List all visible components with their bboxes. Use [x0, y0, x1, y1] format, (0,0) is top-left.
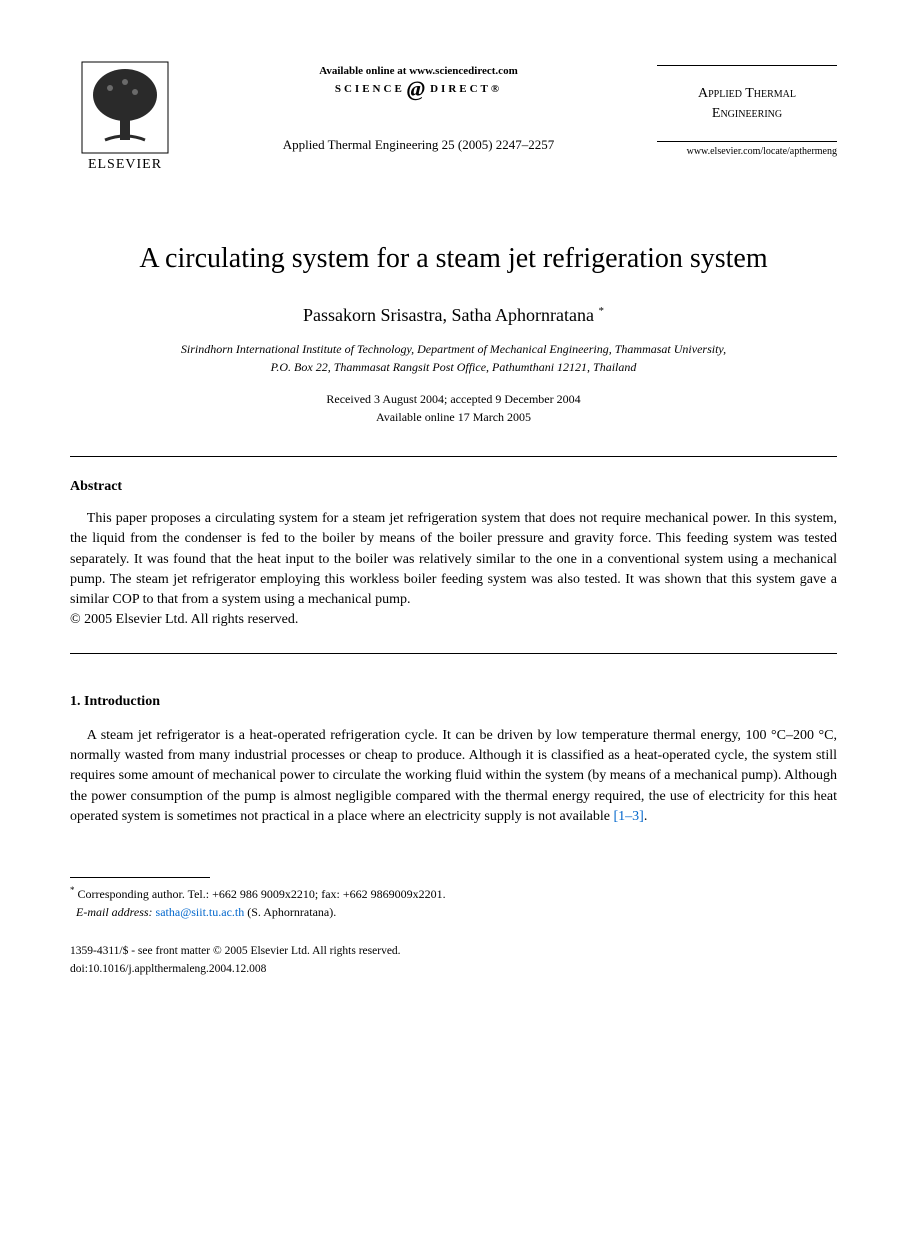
reference-link[interactable]: [1–3]	[613, 809, 643, 824]
authors: Passakorn Srisastra, Satha Aphornratana …	[70, 305, 837, 326]
intro-text-post: .	[644, 809, 648, 824]
journal-rule-bottom	[657, 141, 837, 142]
publisher-name: ELSEVIER	[88, 157, 162, 173]
sd-post: DIRECT®	[430, 83, 502, 95]
intro-paragraph: A steam jet refrigerator is a heat-opera…	[70, 726, 837, 827]
journal-name: Applied Thermal Engineering	[657, 84, 837, 123]
sd-pre: SCIENCE	[335, 83, 405, 95]
journal-url: www.elsevier.com/locate/apthermeng	[657, 146, 837, 157]
dates-line2: Available online 17 March 2005	[376, 410, 531, 424]
email-label: E-mail address:	[76, 905, 153, 919]
front-matter: 1359-4311/$ - see front matter © 2005 El…	[70, 945, 401, 957]
rule-above-abstract	[70, 456, 837, 457]
elsevier-tree-logo	[80, 60, 170, 155]
affiliation-line2: P.O. Box 22, Thammasat Rangsit Post Offi…	[271, 360, 637, 374]
available-online-text: Available online at www.sciencedirect.co…	[319, 65, 517, 77]
affiliation: Sirindhorn International Institute of Te…	[70, 340, 837, 376]
affiliation-line1: Sirindhorn International Institute of Te…	[181, 342, 726, 356]
sciencedirect-logo: SCIENCE@DIRECT®	[335, 83, 502, 95]
header-row: ELSEVIER Available online at www.science…	[70, 60, 837, 173]
center-header: Available online at www.sciencedirect.co…	[180, 60, 657, 153]
article-title: A circulating system for a steam jet ref…	[70, 243, 837, 275]
corresponding-mark: *	[598, 305, 604, 317]
author-names: Passakorn Srisastra, Satha Aphornratana	[303, 305, 594, 325]
publisher-block: ELSEVIER	[70, 60, 180, 173]
journal-line1: Applied Thermal	[698, 86, 796, 101]
abstract-heading: Abstract	[70, 479, 837, 495]
email-link[interactable]: satha@siit.tu.ac.th	[156, 905, 245, 919]
rule-below-abstract	[70, 653, 837, 654]
journal-rule-top	[657, 65, 837, 66]
footnote: * Corresponding author. Tel.: +662 986 9…	[70, 884, 837, 921]
footnote-rule	[70, 877, 210, 878]
intro-text-pre: A steam jet refrigerator is a heat-opera…	[70, 728, 837, 824]
bottom-info: 1359-4311/$ - see front matter © 2005 El…	[70, 943, 837, 978]
email-after: (S. Aphornratana).	[244, 905, 336, 919]
article-dates: Received 3 August 2004; accepted 9 Decem…	[70, 390, 837, 426]
journal-block: Applied Thermal Engineering www.elsevier…	[657, 60, 837, 157]
doi: doi:10.1016/j.applthermaleng.2004.12.008	[70, 963, 266, 975]
citation-text: Applied Thermal Engineering 25 (2005) 22…	[283, 137, 555, 153]
corresponding-author-text: Corresponding author. Tel.: +662 986 900…	[78, 887, 446, 901]
abstract-copyright: © 2005 Elsevier Ltd. All rights reserved…	[70, 610, 837, 630]
abstract-text: This paper proposes a circulating system…	[70, 509, 837, 610]
journal-line2: Engineering	[712, 106, 782, 121]
footnote-mark: *	[70, 885, 75, 895]
dates-line1: Received 3 August 2004; accepted 9 Decem…	[326, 392, 580, 406]
abstract-section: Abstract This paper proposes a circulati…	[70, 479, 837, 631]
intro-heading: 1. Introduction	[70, 694, 837, 710]
